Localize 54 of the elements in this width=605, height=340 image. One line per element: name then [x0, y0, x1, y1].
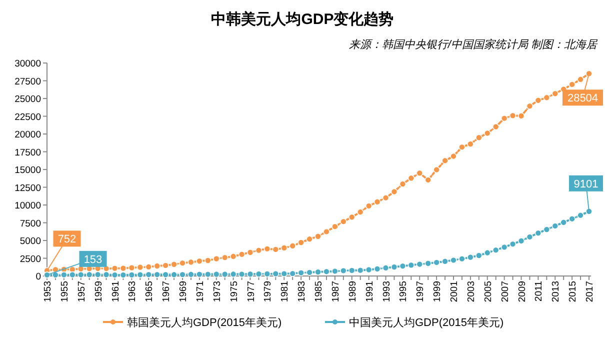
x-tick-label: 1963 — [127, 281, 138, 302]
y-tick-label: 15000 — [14, 165, 41, 176]
y-tick-label: 7500 — [20, 218, 41, 230]
y-tick-label: 2500 — [20, 254, 41, 265]
x-tick-label: 1955 — [59, 281, 70, 302]
x-tick-label: 2007 — [500, 281, 511, 302]
x-tick-label: 2001 — [449, 281, 460, 302]
x-tick-label: 2005 — [482, 281, 494, 302]
x-tick-label: 1977 — [246, 281, 257, 302]
y-tick-label: 12500 — [14, 182, 41, 194]
x-tick-label: 1973 — [212, 281, 223, 302]
x-tick-label: 1989 — [347, 281, 358, 302]
y-tick-label: 25000 — [14, 94, 41, 105]
x-tick-label: 2017 — [584, 281, 596, 302]
x-tick-label: 2013 — [550, 281, 562, 302]
chart-subtitle: 来源：韩国中央银行/中国国家统计局 制图：北海居 — [348, 38, 598, 51]
x-tick-label: 1991 — [364, 281, 376, 302]
x-tick-label: 2015 — [568, 281, 579, 302]
annotation: 153 — [84, 254, 102, 266]
x-tick-label: 1953 — [42, 281, 54, 302]
x-tick-label: 1961 — [110, 281, 122, 302]
x-tick-label: 1959 — [93, 281, 104, 302]
y-tick-label: 0 — [36, 272, 41, 282]
x-tick-label: 1971 — [194, 281, 206, 302]
x-tick-label: 1957 — [76, 281, 88, 302]
y-tick-label: 22500 — [14, 112, 41, 123]
y-tick-label: 5000 — [20, 236, 41, 247]
legend-label: 韩国美元人均GDP(2015年美元) — [127, 316, 282, 329]
annotation: 9101 — [574, 178, 598, 190]
x-tick-label: 1969 — [178, 281, 189, 302]
x-tick-label: 1993 — [381, 281, 392, 302]
y-tick-label: 27500 — [14, 76, 41, 88]
x-tick-label: 1987 — [330, 281, 342, 302]
x-tick-label: 1965 — [144, 281, 156, 302]
annotation: 752 — [58, 234, 76, 246]
x-tick-label: 1983 — [296, 281, 308, 302]
annotation: 28504 — [567, 92, 598, 105]
y-tick-label: 10000 — [14, 200, 41, 212]
x-tick-label: 2003 — [466, 281, 477, 302]
chart-title: 中韩美元人均GDP变化趋势 — [211, 10, 394, 28]
x-tick-label: 1985 — [314, 281, 324, 302]
x-tick-label: 2009 — [516, 281, 528, 302]
x-tick-label: 1995 — [398, 281, 410, 302]
x-tick-label: 1967 — [161, 281, 172, 302]
y-tick-label: 30000 — [14, 58, 41, 70]
legend-label: 中国美元人均GDP(2015年美元) — [349, 316, 504, 329]
x-tick-label: 2011 — [534, 281, 545, 302]
x-tick-label: 1997 — [415, 281, 426, 302]
y-tick-label: 20000 — [14, 130, 41, 140]
y-tick-label: 17500 — [14, 147, 41, 158]
x-tick-label: 1981 — [280, 281, 291, 302]
x-tick-label: 1979 — [262, 281, 274, 302]
x-tick-label: 1975 — [228, 281, 240, 302]
x-tick-label: 1999 — [432, 281, 444, 302]
